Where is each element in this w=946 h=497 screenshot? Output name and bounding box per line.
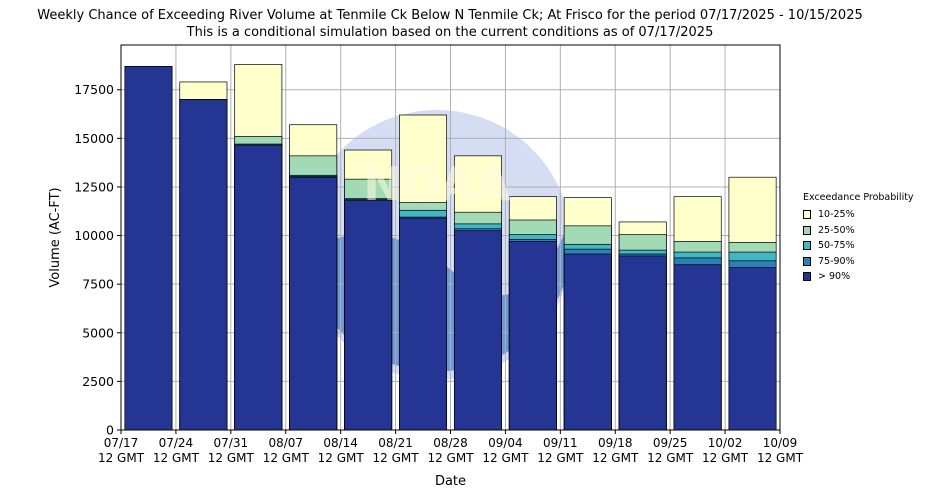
x-tick-label-time: 12 GMT [373,451,420,465]
legend-label: 75-90% [818,255,855,267]
bar-segment [124,66,173,431]
noaa-logo-text: NOAA [363,157,511,211]
x-tick-label-date: 09/25 [653,436,688,450]
chart-title: Weekly Chance of Exceeding River Volume … [37,8,863,23]
x-tick-label-date: 07/24 [159,436,194,450]
x-tick-label-date: 09/18 [598,436,633,450]
noaa-logo-overlay: NOAA [363,157,511,211]
x-tick-label-date: 08/28 [433,436,468,450]
x-tick-label-time: 12 GMT [702,451,749,465]
y-tick-label: 5000 [82,325,114,340]
x-tick-label-date: 08/21 [378,436,413,450]
bar-segment [563,253,612,431]
x-tick-label-time: 12 GMT [647,451,694,465]
legend-item: 75-90% [803,254,914,270]
bar-segment [728,267,777,431]
x-tick-label-time: 12 GMT [482,451,529,465]
x-tick-label-date: 09/04 [488,436,523,450]
x-tick-label-date: 10/09 [763,436,798,450]
legend-label: 25-50% [818,224,855,236]
legend-label: > 90% [818,271,851,283]
bar-stacks [124,64,777,431]
legend-swatch [803,272,811,282]
legend-item: 10-25% [803,207,914,223]
x-tick-label-time: 12 GMT [153,451,200,465]
x-tick-label-time: 12 GMT [537,451,584,465]
x-tick-label-date: 07/17 [104,436,139,450]
legend-label: 50-75% [818,240,855,252]
y-tick-label: 10000 [74,228,114,243]
bar-segment [618,255,667,431]
x-tick-label-time: 12 GMT [427,451,474,465]
legend-label: 10-25% [818,209,855,221]
bar-segment [673,264,722,431]
legend-swatch [803,256,811,266]
y-tick-label: 0 [106,423,114,438]
x-tick-label-time: 12 GMT [98,451,145,465]
y-tick-label: 12500 [74,179,114,194]
x-tick-label-time: 12 GMT [208,451,255,465]
x-tick-label-time: 12 GMT [592,451,639,465]
legend-swatch [803,225,811,235]
bar-segment [344,200,393,431]
x-tick-label-date: 08/14 [323,436,358,450]
bar-segment [234,144,283,431]
legend-title: Exceedance Probability [803,192,914,203]
legend-item: 50-75% [803,238,914,254]
legend-swatch [803,241,811,251]
y-tick-label: 17500 [74,82,114,97]
x-tick-label-time: 12 GMT [757,451,804,465]
bar-segment [179,99,228,431]
y-axis-ticks: 0 2500 5000 7500 10000 12500 15000 17500 [74,82,121,438]
bar-segment [289,176,338,431]
x-tick-label-time: 12 GMT [263,451,310,465]
bar-segment [508,241,557,431]
x-tick-label-date: 10/02 [708,436,743,450]
x-tick-label-time: 12 GMT [318,451,365,465]
x-tick-label-date: 08/07 [268,436,303,450]
x-tick-label-date: 07/31 [214,436,249,450]
y-axis-label: Volume (AC-FT) [48,187,63,287]
x-tick-label-date: 09/11 [543,436,578,450]
y-tick-label: 15000 [74,131,114,146]
bar-segment [399,217,448,431]
legend-swatch [803,210,811,220]
bar-segment [453,230,502,431]
y-tick-label: 7500 [82,277,114,292]
y-tick-label: 2500 [82,374,114,389]
legend-item: > 90% [803,269,914,285]
x-axis-label: Date [435,474,466,489]
legend: Exceedance Probability 10-25% 25-50% 50-75… [803,192,914,285]
grid-lines [120,45,781,431]
legend-item: 25-50% [803,223,914,239]
chart-subtitle: This is a conditional simulation based o… [186,25,714,40]
